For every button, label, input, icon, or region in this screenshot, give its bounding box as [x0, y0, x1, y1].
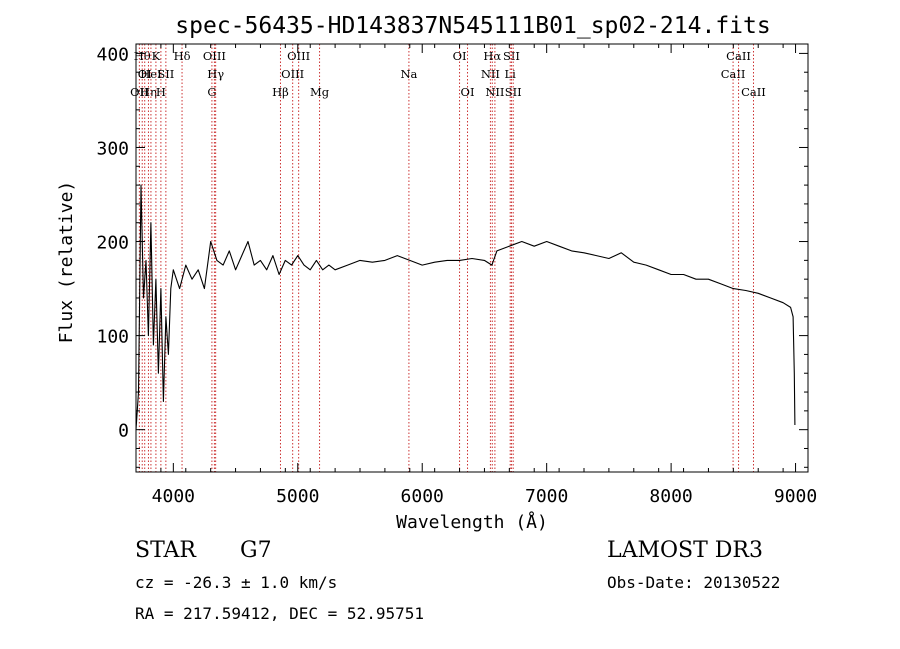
- x-tick-label: 5000: [276, 486, 319, 507]
- spectrum-series: [135, 184, 796, 430]
- line-marker-label: SII: [157, 67, 174, 81]
- line-marker-label: Li: [505, 67, 517, 81]
- line-marker-label: CaII: [741, 85, 766, 99]
- line-marker-label: G: [207, 85, 216, 99]
- coordinates-text: RA = 217.59412, DEC = 52.95751: [135, 604, 424, 623]
- line-marker-label: Na: [400, 67, 417, 81]
- line-marker-label: OII: [130, 85, 149, 99]
- line-marker-label: Hη: [140, 85, 157, 99]
- y-tick-label: 200: [96, 233, 129, 254]
- line-marker-label: Hθ: [134, 49, 151, 63]
- plot-frame: [135, 43, 809, 473]
- line-marker-label: OIII: [203, 49, 226, 63]
- y-axis-label: Flux (relative): [56, 181, 77, 344]
- spectrum-line: [135, 184, 796, 430]
- line-marker-label: SII: [503, 49, 520, 63]
- line-marker-label: H: [156, 85, 166, 99]
- survey-label: LAMOST DR3: [607, 538, 763, 563]
- x-tick-label: 4000: [152, 486, 195, 507]
- object-class-row: STAR G7: [135, 538, 272, 563]
- line-marker-label: OI: [453, 49, 467, 63]
- line-marker-label: OIII: [281, 67, 304, 81]
- y-tick-label: 400: [96, 44, 129, 65]
- chart-title: spec-56435-HD143837N545111B01_sp02-214.f…: [175, 13, 770, 39]
- x-tick-label: 8000: [649, 486, 692, 507]
- line-marker-label: Hβ: [272, 85, 289, 99]
- line-marker-label: CaII: [721, 67, 746, 81]
- line-marker-label: SII: [505, 85, 522, 99]
- y-tick-label: 0: [118, 421, 129, 442]
- x-tick-label: 6000: [401, 486, 444, 507]
- x-tick-label: 7000: [525, 486, 568, 507]
- line-marker-label: HeI: [140, 67, 161, 81]
- y-tick-label: 300: [96, 138, 129, 159]
- line-marker-label: CaII: [726, 49, 751, 63]
- line-marker-label: Mg: [310, 85, 330, 99]
- x-tick-label: 9000: [774, 486, 817, 507]
- object-class: STAR: [135, 538, 196, 563]
- line-marker-label: Hα: [483, 49, 501, 63]
- line-marker-label: Hδ: [174, 49, 191, 63]
- line-marker-label: NII: [481, 67, 500, 81]
- obs-date-text: Obs-Date: 20130522: [607, 573, 781, 592]
- line-marker-label: OIII: [287, 49, 310, 63]
- axis-ticks: 4000 5000 6000 7000 8000 9000 0 100 200 300 400: [96, 44, 817, 507]
- x-axis-label: Wavelength (Å): [396, 511, 548, 533]
- y-tick-label: 100: [96, 327, 129, 348]
- line-marker-label: OI: [138, 67, 152, 81]
- object-subclass: G7: [240, 538, 272, 563]
- line-marker-label: OI: [461, 85, 475, 99]
- emission-line-markers: OIIHθOIHηHeIKHSIIHδGOIIIHγHβOIIIOIIIMgNa…: [130, 44, 766, 472]
- line-marker-label: NII: [485, 85, 504, 99]
- line-marker-label: K: [152, 49, 161, 63]
- line-marker-label: Hγ: [207, 67, 224, 81]
- redshift-text: cz = -26.3 ± 1.0 km/s: [135, 573, 338, 592]
